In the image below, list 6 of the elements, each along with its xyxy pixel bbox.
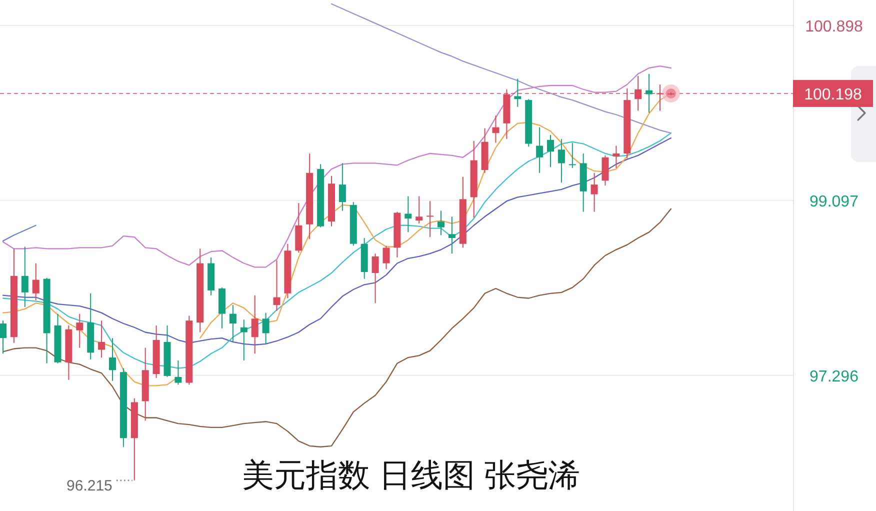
annotation: 96.215 bbox=[66, 477, 112, 494]
text: 美元指数 日线图 张尧浠 bbox=[242, 457, 580, 493]
y-tick-label: 97.296 bbox=[810, 368, 859, 386]
y-tick-label: 99.097 bbox=[810, 193, 859, 210]
y-tick-label: 100.898 bbox=[805, 18, 864, 36]
ref-line-label: 100.198 bbox=[804, 86, 862, 104]
